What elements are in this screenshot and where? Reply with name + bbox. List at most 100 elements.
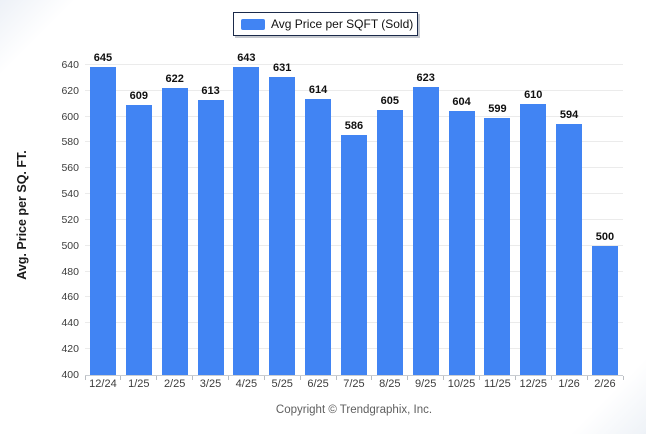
y-tick-label: 580 (61, 136, 79, 149)
bar-slot: 645 (85, 52, 121, 375)
bar-value-label: 594 (559, 109, 579, 122)
bar-slot: 631 (264, 52, 300, 375)
x-tick-mark (371, 376, 373, 380)
x-tick-mark (479, 376, 481, 380)
y-tick-label: 460 (61, 291, 79, 304)
x-axis-label: 1/25 (128, 378, 150, 390)
plot-area: 400 420 440 460 480 500 520 540 560 580 600 620 640 … (61, 52, 624, 381)
bar-value-label: 604 (452, 96, 471, 109)
bar-5-25 (269, 76, 296, 375)
y-tick-label: 440 (61, 317, 79, 330)
x-axis-label: 6/25 (307, 378, 329, 390)
x-axis-labels: 12/24 1/25 2/25 3/25 4/25 5/25 6/25 7/25 8/25 9/2… (85, 378, 623, 390)
x-axis-label: 8/25 (379, 378, 401, 390)
x-axis-label: 3/25 (199, 378, 222, 390)
bar-slot: 622 (157, 52, 193, 375)
bar-slot: 604 (444, 52, 480, 375)
y-tick-label: 420 (61, 343, 79, 356)
y-tick-label: 400 (61, 369, 79, 381)
x-tick-mark (622, 376, 624, 380)
y-tick-label: 520 (61, 213, 79, 226)
bar-7-25 (340, 134, 367, 375)
bar-series: 645 609 622 613 643 631 614 586 605 623 604 599 610 5… (85, 52, 623, 375)
x-tick-mark (263, 376, 265, 380)
bar-value-label: 623 (416, 71, 435, 84)
bar-slot: 614 (300, 52, 336, 375)
bar-value-label: 586 (344, 119, 364, 132)
legend-label: Avg Price per SQFT (Sold) (271, 17, 414, 31)
x-axis-label: 9/25 (414, 378, 437, 390)
x-tick-mark (156, 376, 158, 380)
bar-value-label: 645 (93, 52, 113, 64)
bar-slot: 643 (228, 52, 264, 375)
bar-1-26 (556, 124, 583, 375)
bar-slot: 613 (193, 52, 229, 375)
x-axis-label: 12/25 (519, 378, 547, 390)
x-tick-mark (192, 376, 194, 380)
bar-12-24 (89, 67, 116, 375)
gridline (85, 89, 623, 91)
gridline (85, 115, 623, 117)
x-tick-mark (299, 376, 301, 380)
bar-3-25 (197, 99, 224, 375)
bar-11-25 (484, 117, 511, 375)
bar-9-25 (412, 86, 439, 375)
x-tick-mark (586, 376, 588, 380)
bar-value-label: 613 (201, 84, 220, 97)
x-axis-label: 5/25 (271, 378, 293, 390)
bar-slot: 500 (587, 52, 623, 375)
bar-slot: 623 (408, 52, 444, 375)
x-tick-mark (335, 376, 337, 380)
x-axis-label: 7/25 (343, 378, 365, 390)
x-tick-mark (227, 376, 229, 380)
y-axis-title: Avg. Price per SQ. FT. (15, 150, 29, 280)
y-tick-label: 560 (61, 162, 79, 175)
bar-value-label: 614 (308, 83, 328, 96)
legend-swatch (241, 18, 265, 30)
x-axis-label: 2/25 (163, 378, 186, 390)
x-axis-tick-marks (84, 375, 624, 380)
x-axis-label: 10/25 (447, 378, 476, 390)
x-tick-mark (550, 376, 552, 380)
bar-slot: 586 (336, 52, 372, 375)
y-tick-label: 620 (61, 84, 79, 97)
bar-value-label: 643 (237, 52, 256, 64)
copyright-text: Copyright © Trendgraphix, Inc. (275, 404, 433, 416)
bar-4-25 (233, 67, 260, 375)
bar-6-25 (305, 98, 332, 375)
y-tick-label: 480 (61, 265, 79, 278)
y-tick-label: 640 (61, 58, 79, 71)
x-tick-mark (120, 376, 122, 380)
legend: Avg Price per SQFT (Sold) (233, 12, 418, 36)
y-tick-label: 600 (61, 110, 79, 123)
bar-value-label: 622 (165, 73, 184, 86)
bar-value-label: 605 (380, 95, 399, 108)
bar-slot: 610 (515, 52, 551, 375)
bar-slot: 594 (551, 52, 587, 375)
bar-12-25 (520, 103, 547, 375)
bar-2-26 (591, 245, 618, 375)
x-tick-mark (514, 376, 516, 380)
x-axis-label: 1/26 (558, 378, 580, 390)
x-tick-mark (443, 376, 445, 380)
bar-value-label: 631 (273, 61, 292, 74)
y-tick-label: 540 (61, 188, 79, 201)
bar-value-label: 609 (129, 89, 148, 102)
y-tick-label: 500 (61, 239, 79, 252)
x-axis-label: 11/25 (484, 378, 511, 390)
x-tick-mark (407, 376, 409, 380)
gridline (85, 63, 623, 65)
bar-value-label: 599 (488, 102, 507, 115)
bar-10-25 (448, 111, 475, 375)
x-axis-label: 2/26 (594, 378, 616, 390)
bar-slot: 609 (121, 52, 157, 375)
x-axis-label: 4/25 (235, 378, 258, 390)
bar-slot: 605 (372, 52, 408, 375)
bar-1-25 (125, 104, 152, 375)
bar-8-25 (376, 110, 403, 375)
bar-slot: 599 (479, 52, 515, 375)
bar-value-label: 610 (524, 88, 543, 101)
bar-value-label: 500 (595, 230, 615, 243)
x-axis-label: 12/24 (89, 378, 117, 390)
